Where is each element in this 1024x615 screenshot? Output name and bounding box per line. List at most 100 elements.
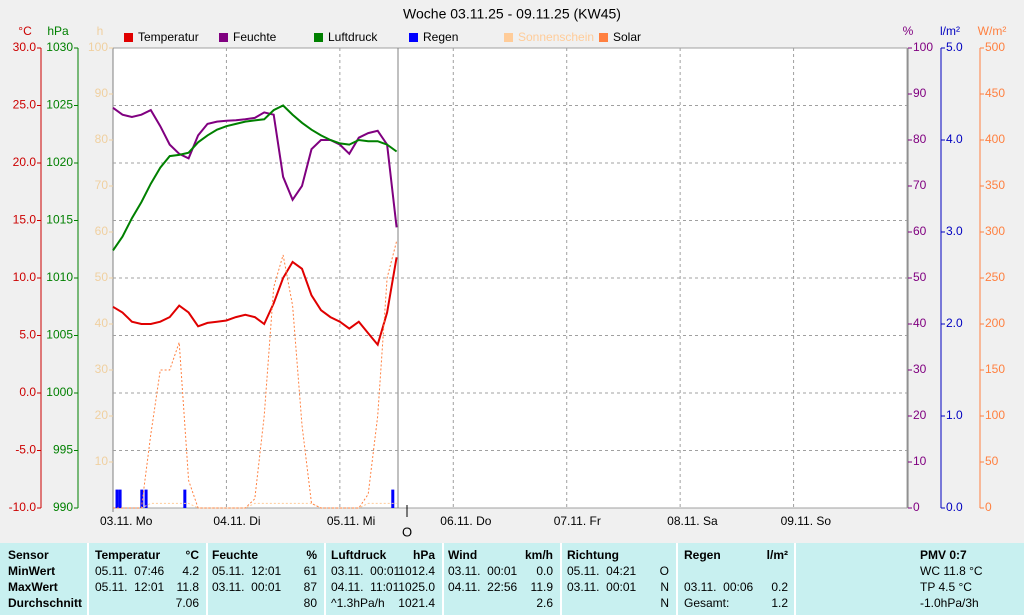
y-tick-label: 70 xyxy=(95,178,109,192)
y-tick-label: 1015 xyxy=(46,213,73,227)
table-cell: 11.8 xyxy=(177,580,200,594)
x-tick-label: 07.11. Fr xyxy=(554,514,601,528)
y-tick-label: 50 xyxy=(913,270,927,284)
y-tick-label: 100 xyxy=(88,40,108,54)
rain-bar xyxy=(140,489,144,508)
table-cell: 03.11. 00:01 xyxy=(567,580,636,594)
y-tick-label: 80 xyxy=(913,132,927,146)
rain-bar xyxy=(391,489,395,508)
axis-unit: l/m² xyxy=(940,24,960,38)
y-tick-label: -10.0 xyxy=(9,500,37,514)
legend-swatch xyxy=(504,33,513,42)
y-tick-label: 80 xyxy=(95,132,109,146)
legend-label: Sonnenschein xyxy=(518,30,594,44)
table-cell: 03.11. 00:01 xyxy=(212,580,281,594)
y-tick-label: 1020 xyxy=(46,155,73,169)
table-cell: 0.0 xyxy=(536,564,553,578)
legend-label: Luftdruck xyxy=(328,30,378,44)
table-header: PMV 0:7 xyxy=(920,548,967,562)
table-cell: 4.2 xyxy=(182,564,199,578)
table-cell: TP 4.5 °C xyxy=(920,580,972,594)
y-tick-label: 300 xyxy=(985,224,1005,238)
table-header: Regen xyxy=(684,548,721,562)
x-tick-label: 09.11. So xyxy=(781,514,832,528)
legend-label: Regen xyxy=(423,30,458,44)
x-tick-label: 06.11. Do xyxy=(440,514,491,528)
legend-label: Solar xyxy=(613,30,641,44)
y-tick-label: 995 xyxy=(53,443,73,457)
table-cell: 11.9 xyxy=(531,580,554,594)
y-tick-label: 10.0 xyxy=(13,270,37,284)
table-cell: N xyxy=(660,580,669,594)
table-cell: 05.11. 04:21 xyxy=(567,564,636,578)
y-tick-label: 1010 xyxy=(46,270,73,284)
table-cell: 04.11. 11:01 xyxy=(331,580,400,594)
table-cell: 1025.0 xyxy=(398,580,435,594)
y-tick-label: 60 xyxy=(913,224,927,238)
table-cell: 05.11. 12:01 xyxy=(95,580,164,594)
y-tick-label: 60 xyxy=(95,224,109,238)
y-tick-label: 10 xyxy=(95,454,109,468)
table-cell: Durchschnitt xyxy=(8,596,82,610)
table-cell: 03.11. 00:01 xyxy=(448,564,517,578)
table-header: Wind xyxy=(448,548,477,562)
table-cell: 87 xyxy=(304,580,318,594)
y-tick-label: 100 xyxy=(913,40,933,54)
y-tick-label: 70 xyxy=(913,178,927,192)
rain-bar xyxy=(144,489,148,508)
y-tick-label: 1030 xyxy=(46,40,73,54)
y-tick-label: 50 xyxy=(95,270,109,284)
table-cell: 61 xyxy=(304,564,318,578)
y-tick-label: 1000 xyxy=(46,385,73,399)
table-cell: -1.0hPa/3h xyxy=(920,596,979,610)
table-cell: 7.06 xyxy=(176,596,200,610)
y-tick-label: 0 xyxy=(985,500,992,514)
y-tick-label: 50 xyxy=(985,454,999,468)
y-tick-label: 990 xyxy=(53,500,73,514)
table-cell: O xyxy=(660,564,669,578)
y-tick-label: 20 xyxy=(913,408,927,422)
table-header: hPa xyxy=(413,548,435,562)
y-tick-label: 2.0 xyxy=(946,316,963,330)
chart-title: Woche 03.11.25 - 09.11.25 (KW45) xyxy=(403,6,621,22)
y-tick-label: 400 xyxy=(985,132,1005,146)
legend-swatch xyxy=(219,33,228,42)
table-header: Sensor xyxy=(8,548,49,562)
axis-unit: W/m² xyxy=(978,24,1007,38)
series-line xyxy=(113,241,398,509)
legend-label: Temperatur xyxy=(138,30,199,44)
y-tick-label: 1005 xyxy=(46,328,73,342)
y-tick-label: 0.0 xyxy=(19,385,36,399)
table-header: % xyxy=(306,548,317,562)
table-cell: MinWert xyxy=(8,564,55,578)
table-cell: 03.11. 00:01 xyxy=(331,564,400,578)
table-header: Luftdruck xyxy=(331,548,387,562)
rain-bar xyxy=(118,489,122,508)
table-cell: 1021.4 xyxy=(398,596,435,610)
y-tick-label: 250 xyxy=(985,270,1005,284)
series-line xyxy=(112,106,398,228)
y-tick-label: 40 xyxy=(913,316,927,330)
y-tick-label: 90 xyxy=(913,86,927,100)
legend-swatch xyxy=(409,33,418,42)
table-cell: MaxWert xyxy=(8,580,58,594)
table-header: l/m² xyxy=(767,548,788,562)
table-header: Feuchte xyxy=(212,548,258,562)
y-tick-label: 5.0 xyxy=(19,328,36,342)
y-tick-label: 30 xyxy=(913,362,927,376)
table-background xyxy=(0,543,1024,615)
y-tick-label: -5.0 xyxy=(15,443,36,457)
axis-unit: hPa xyxy=(47,24,69,38)
series-line xyxy=(112,104,398,251)
table-header: Richtung xyxy=(567,548,619,562)
y-tick-label: 100 xyxy=(985,408,1005,422)
table-cell: 05.11. 07:46 xyxy=(95,564,164,578)
y-tick-label: 25.0 xyxy=(13,98,37,112)
y-tick-label: 1025 xyxy=(46,98,73,112)
y-tick-label: 3.0 xyxy=(946,224,963,238)
series-line xyxy=(112,257,398,347)
table-cell: 04.11. 22:56 xyxy=(448,580,517,594)
y-tick-label: 200 xyxy=(985,316,1005,330)
y-tick-label: 20 xyxy=(95,408,109,422)
